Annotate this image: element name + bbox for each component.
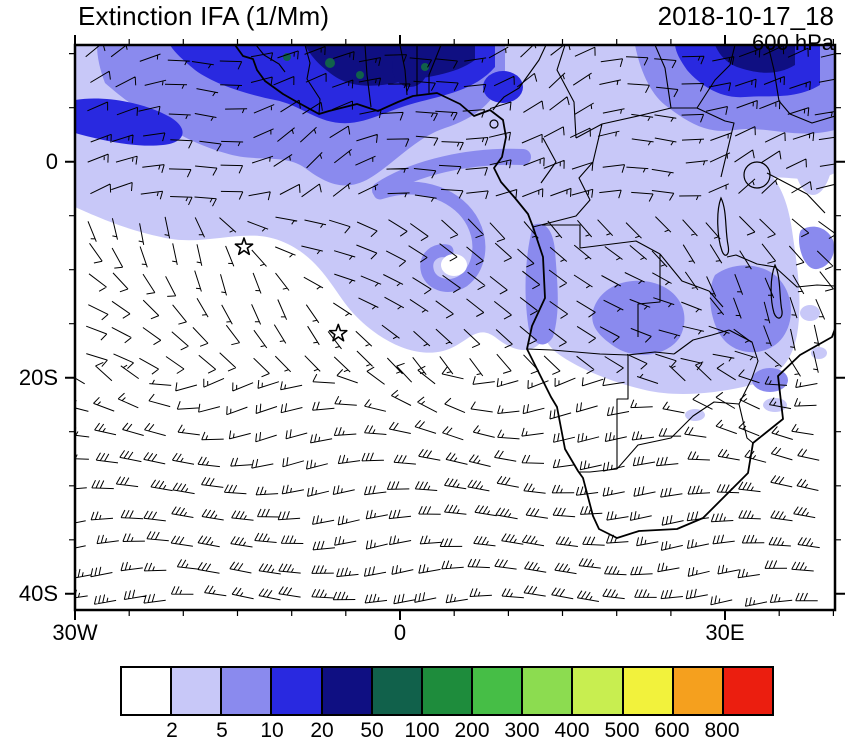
y-axis-label-20s: 20S: [18, 365, 58, 390]
colorbar-level-label: 100: [404, 719, 440, 742]
colorbar-cell: [372, 668, 423, 714]
wind-barbs: [75, 45, 835, 607]
colorbar-cell: [673, 668, 724, 714]
axis-ticks: [65, 35, 845, 620]
coastline: [234, 45, 835, 539]
x-axis-label-30w: 30W: [52, 620, 98, 645]
colorbar-cell: [322, 668, 373, 714]
rift-lakes: [717, 196, 783, 319]
x-axis-label-30e: 30E: [705, 620, 745, 645]
colorbar-cell: [222, 668, 273, 714]
plot-datetime: 2018-10-17_18: [657, 1, 834, 31]
extinction-shading-layer: [75, 45, 835, 421]
plot-title: Extinction IFA (1/Mm): [78, 1, 330, 31]
colorbar-level-label: 600: [654, 719, 690, 742]
colorbar: [120, 666, 774, 716]
colorbar-level-label: 300: [504, 719, 540, 742]
plot-level: 600 hPa: [752, 30, 834, 55]
bioko-island: [489, 119, 499, 129]
star-marker: [328, 323, 348, 342]
colorbar-level-label: 400: [554, 719, 590, 742]
star-marker: [234, 237, 254, 256]
geography-layer: [234, 45, 835, 539]
colorbar-cell: [523, 668, 574, 714]
x-axis-label-0: 0: [393, 620, 407, 645]
colorbar-cell: [272, 668, 323, 714]
major-ticks: [65, 35, 845, 620]
colorbar-cell: [723, 668, 773, 714]
colorbar-level-label: 2: [166, 719, 178, 742]
colorbar-cell: [422, 668, 474, 714]
colorbar-level-label: 50: [360, 719, 384, 742]
colorbar-level-label: 800: [704, 719, 740, 742]
colorbar-cell: [172, 668, 223, 714]
colorbar-level-label: 500: [604, 719, 640, 742]
colorbar-cell: [122, 668, 173, 714]
colorbar-level-label: 10: [260, 719, 284, 742]
minor-ticks: [69, 39, 841, 616]
colorbar-level-label: 5: [216, 719, 228, 742]
plot-frame: [73, 43, 837, 612]
y-axis-label-0: 0: [45, 149, 58, 174]
colorbar-cell: [623, 668, 674, 714]
lake-victoria: [743, 161, 771, 189]
colorbar-level-label: 200: [454, 719, 490, 742]
colorbar-cell: [473, 668, 524, 714]
y-axis-label-40s: 40S: [18, 581, 58, 606]
colorbar-level-label: 20: [310, 719, 334, 742]
colorbar-cell: [573, 668, 624, 714]
island-markers: [234, 237, 348, 342]
